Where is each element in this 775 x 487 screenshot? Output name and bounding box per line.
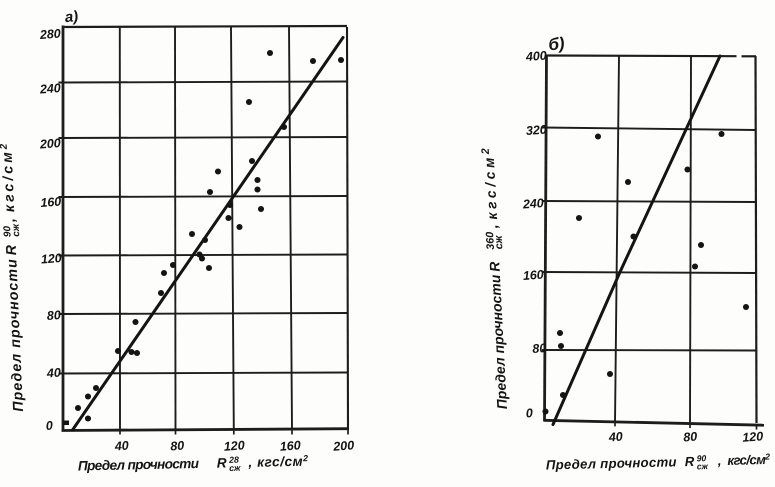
svg-text:а): а)	[64, 8, 79, 26]
svg-text:0: 0	[525, 406, 533, 420]
svg-text:200: 200	[332, 438, 355, 453]
svg-text:80: 80	[532, 341, 547, 356]
svg-text:40: 40	[113, 439, 129, 454]
svg-text:0: 0	[45, 419, 53, 433]
svg-text:120: 120	[742, 429, 764, 444]
svg-text:200: 200	[38, 136, 61, 151]
svg-text:280: 280	[38, 27, 61, 42]
svg-text:120: 120	[223, 438, 245, 453]
svg-text:320: 320	[525, 123, 547, 138]
svg-text:400: 400	[524, 49, 547, 64]
svg-text:160: 160	[40, 195, 62, 210]
svg-text:80: 80	[170, 439, 185, 454]
svg-text:40: 40	[607, 430, 623, 445]
svg-text:80: 80	[46, 308, 61, 323]
svg-text:240: 240	[38, 81, 61, 96]
svg-text:120: 120	[40, 251, 62, 266]
svg-text:240: 240	[521, 196, 544, 211]
svg-text:160: 160	[279, 438, 301, 453]
svg-text:40: 40	[45, 366, 61, 381]
svg-text:б): б)	[547, 34, 565, 55]
svg-text:80: 80	[683, 430, 698, 445]
svg-text:160: 160	[522, 268, 544, 283]
